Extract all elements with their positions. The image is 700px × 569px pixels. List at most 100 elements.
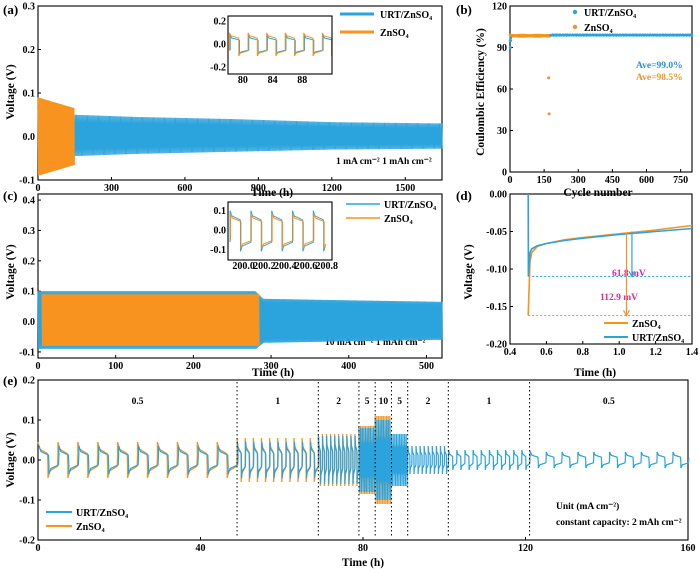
inset-series-urt — [229, 210, 326, 252]
panel-c-condition: 10 mA cm⁻² 1 mAh cm⁻² — [325, 338, 426, 348]
point-urt-initial — [509, 36, 513, 40]
panel-c-xlabel: Time (h) — [252, 367, 294, 379]
series-urt-znso4 — [527, 193, 693, 277]
panel-a: (a) Voltage (V) Time (h) 1 mA cm⁻² 1 mAh… — [3, 2, 443, 199]
segment-rate-label: 10 — [379, 397, 389, 407]
panel-d-gap-urt: 61.8 mV — [612, 269, 646, 279]
legend-label-znso4: ZnSO₄ — [76, 522, 105, 533]
legend-marker-urt — [572, 9, 578, 15]
x-tick-label: 600 — [639, 175, 654, 186]
legend-label-urt: URT/ZnSO₄ — [76, 508, 128, 519]
panel-a-xlabel: Time (h) — [251, 187, 293, 199]
x-tick-label: 900 — [251, 183, 266, 194]
panel-d: (d) Voltage (V) Time (h) 61.8 mV 112.9 m… — [456, 188, 698, 379]
x-tick-label: 750 — [673, 175, 688, 186]
segment-rate-label: 5 — [397, 397, 402, 407]
x-tick-label: 0 — [36, 543, 41, 554]
plot-frame — [509, 193, 693, 345]
panel-e-legend: URT/ZnSO₄ ZnSO₄ — [46, 508, 128, 533]
x-tick-label: 0 — [36, 361, 41, 372]
arrowhead-znso4 — [622, 309, 631, 317]
panel-e: (e) Voltage (V) Time (h) Unit (mA cm⁻²) … — [3, 373, 696, 569]
x-tick-label: 500 — [419, 361, 434, 372]
point-urt-initial — [508, 46, 512, 49]
panel-d-label: (d) — [456, 188, 472, 203]
x-tick-label: 200 — [186, 361, 201, 372]
inset-y-tick-label: -0.2 — [210, 63, 226, 74]
series-znso4-cycling — [37, 97, 75, 176]
arrowhead-urt — [628, 270, 636, 278]
x-tick-label: 150 — [537, 175, 552, 186]
panel-b-ylabel: Coulombic Efficiency (%) — [475, 28, 487, 156]
panel-b: (b) Coulombic Efficiency (%) Cycle numbe… — [456, 2, 694, 199]
x-tick-label: 300 — [264, 361, 279, 372]
panel-e-capacity: constant capacity: 2 mAh cm⁻² — [556, 518, 682, 528]
panel-d-xlabel: Time (h) — [574, 367, 616, 379]
panel-d-ylabel: Voltage (V) — [463, 244, 475, 300]
segment-rate-label: 1 — [487, 397, 492, 407]
inset-series-znso4 — [228, 32, 333, 57]
x-tick-label: 100 — [108, 361, 123, 372]
x-tick-label: 300 — [571, 175, 586, 186]
x-tick-label: 1.0 — [613, 347, 626, 358]
y-tick-label: -0.05 — [486, 227, 507, 238]
series-urt-znso4 — [38, 419, 690, 501]
inset-x-tick-label: 200.8 — [316, 261, 339, 272]
x-tick-label: 300 — [104, 183, 119, 194]
x-tick-label: 0.6 — [540, 347, 553, 358]
series-urt-znso4-cycling — [37, 110, 443, 159]
panel-c-label: (c) — [3, 188, 17, 203]
segment-rate-label: 1 — [275, 397, 280, 407]
legend-label-urt: URT/ZnSO₄ — [584, 8, 636, 19]
panel-b-xlabel: Cycle number — [563, 187, 632, 199]
panel-e-ylabel: Voltage (V) — [5, 432, 17, 488]
legend-label-znso4: ZnSO₄ — [384, 214, 413, 225]
panel-e-xlabel: Time (h) — [342, 557, 384, 569]
inset-x-tick-label: 200.6 — [295, 261, 318, 272]
x-tick-label: 0.4 — [504, 347, 517, 358]
y-tick-label: -0.1 — [19, 347, 35, 358]
x-tick-label: 160 — [681, 543, 696, 554]
x-tick-label: 0.8 — [577, 347, 590, 358]
inset-y-tick-label: 0.1 — [214, 206, 227, 217]
y-tick-label: 60 — [497, 85, 507, 96]
y-tick-label: 90 — [497, 43, 507, 54]
inset-y-tick-label: 0.2 — [214, 16, 227, 27]
y-tick-label: 0.1 — [23, 89, 36, 100]
y-tick-label: -0.15 — [486, 302, 507, 313]
point-znso4-outlier — [547, 112, 551, 116]
segment-rate-label: 2 — [426, 397, 431, 407]
y-tick-label: 0.2 — [23, 256, 36, 267]
panel-b-legend: URT/ZnSO₄ ZnSO₄ — [572, 8, 636, 34]
panel-c-ylabel: Voltage (V) — [5, 244, 17, 300]
x-tick-label: 0 — [36, 183, 41, 194]
inset-x-tick-label: 200.4 — [274, 261, 297, 272]
panel-e-unit: Unit (mA cm⁻²) — [556, 501, 619, 512]
point-urt-initial — [508, 39, 512, 43]
segment-rate-label: 2 — [336, 397, 341, 407]
inset-background — [228, 202, 332, 260]
panel-c: (c) Voltage (V) Time (h) 10 mA cm⁻² 1 mA… — [3, 188, 443, 379]
inset-x-tick-label: 88 — [297, 75, 307, 86]
plot-frame — [37, 193, 443, 359]
inset-frame — [227, 15, 333, 75]
x-tick-label: 1200 — [322, 183, 342, 194]
inset-x-tick-label: 84 — [268, 75, 278, 86]
y-tick-label: 0.1 — [23, 416, 36, 427]
inset-series-znso4 — [230, 213, 327, 249]
inset-y-tick-label: 0.0 — [214, 226, 227, 237]
y-tick-label: 30 — [497, 126, 507, 137]
inset-x-tick-label: 200.2 — [253, 261, 276, 272]
y-tick-label: 0.0 — [23, 456, 36, 467]
panel-b-label: (b) — [456, 2, 472, 17]
y-tick-label: -0.10 — [486, 265, 507, 276]
y-tick-label: 0.4 — [23, 196, 36, 207]
y-tick-label: -0.20 — [486, 340, 507, 351]
legend-marker-znso4 — [572, 24, 578, 30]
point-urt — [690, 33, 694, 37]
y-tick-label: 0 — [502, 168, 507, 179]
segment-rate-label: 0.5 — [132, 397, 144, 407]
panel-b-ave-urt: Ave=99.0% — [636, 61, 683, 71]
x-tick-label: 40 — [196, 543, 206, 554]
